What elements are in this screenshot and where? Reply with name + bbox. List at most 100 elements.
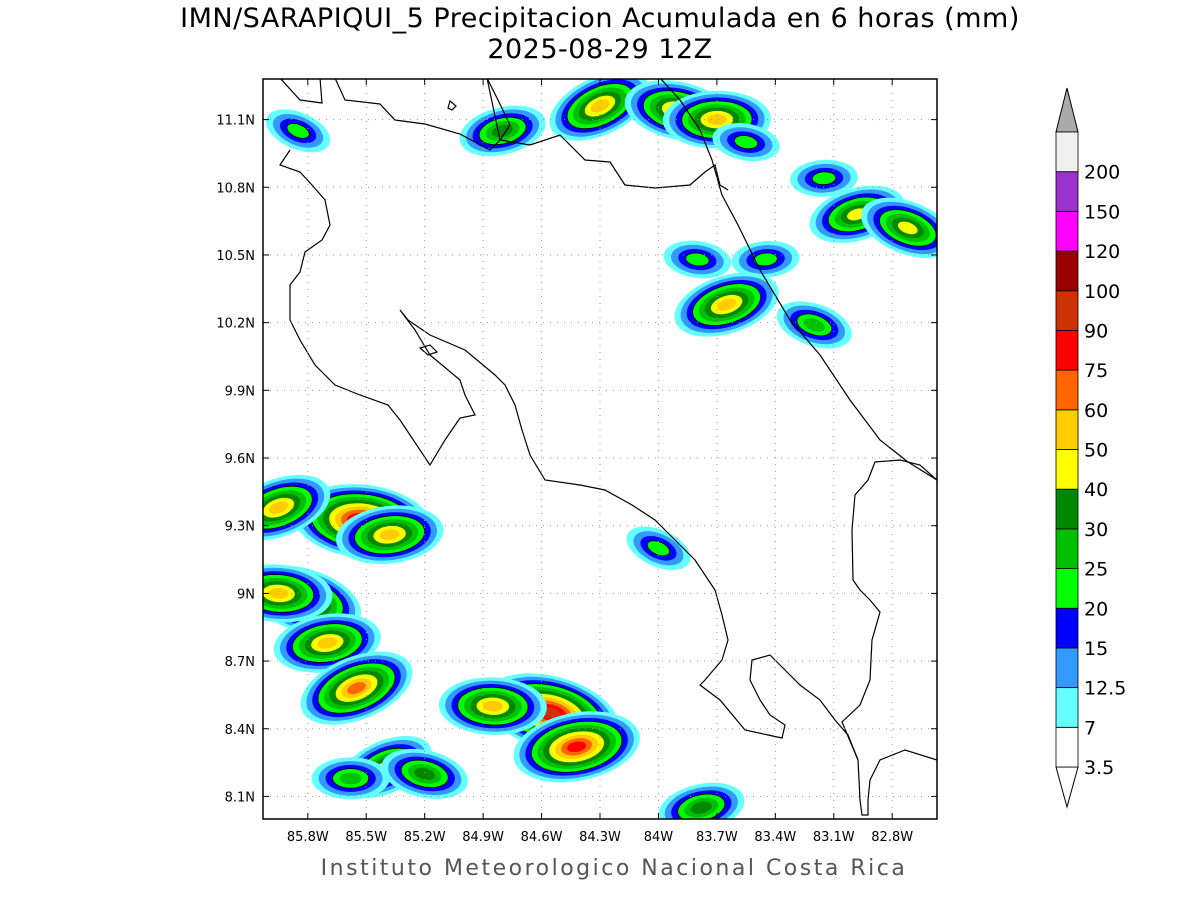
contour-level: [685, 252, 710, 267]
contour-level: [347, 682, 366, 695]
x-tick-label: 83.4W: [754, 830, 796, 845]
colorbar-label: 75: [1084, 360, 1108, 382]
x-tick-label: 85.2W: [404, 830, 446, 845]
colorbar-label: 120: [1084, 241, 1120, 263]
colorbar-label: 40: [1084, 479, 1108, 501]
colorbar-swatch: [1055, 449, 1079, 490]
precip-cell: [381, 748, 468, 799]
colorbar-label: 60: [1084, 400, 1108, 422]
colorbar-label: 90: [1084, 320, 1108, 342]
colorbar-swatch: [1055, 687, 1079, 728]
colorbar-swatch: [1055, 409, 1079, 450]
x-tick-label: 84.9W: [462, 830, 504, 845]
precip-cell: [663, 240, 732, 279]
y-tick-label: 9N: [237, 587, 255, 602]
y-axis: 11.1N 10.8N 10.5N 10.2N 9.9N 9.6N 9.3N 9N 8.7N 8.…: [216, 114, 937, 805]
y-tick-label: 10.5N: [216, 249, 255, 264]
y-tick-label: 9.3N: [225, 520, 255, 535]
contour-level: [803, 318, 825, 332]
precip-cell: [263, 564, 333, 623]
x-tick-label: 82.8W: [871, 830, 913, 845]
colorbar-swatch: [1055, 171, 1079, 212]
contour-level: [268, 501, 289, 514]
colorbar-label: 25: [1084, 559, 1108, 581]
contour-level: [542, 707, 561, 719]
x-axis: 85.8W 85.5W 85.2W 84.9W 84.6W 84.3W 84W 83.7W 83…: [287, 79, 913, 845]
precip-cell: [861, 197, 937, 259]
colorbar-swatch: [1055, 528, 1079, 569]
colorbar-swatch: [1055, 568, 1079, 609]
precip-cell: [658, 782, 745, 819]
colorbar-label: 200: [1084, 162, 1120, 184]
y-tick-label: 8.1N: [225, 790, 255, 805]
contour-level: [690, 801, 712, 814]
contour-level: [286, 122, 310, 139]
x-tick-label: 85.8W: [287, 830, 329, 845]
precip-cell: [335, 505, 444, 565]
contour-level: [482, 700, 503, 712]
colorbar-label: 12.5: [1084, 678, 1126, 700]
colorbar-label: 30: [1084, 519, 1108, 541]
colorbar-under-arrow: [1055, 766, 1079, 809]
x-tick-label: 84.6W: [521, 830, 563, 845]
nicaragua-coast: [280, 79, 323, 104]
colorbar-swatch: [1055, 210, 1079, 252]
x-tick-label: 84.3W: [579, 830, 621, 845]
contour-level: [379, 529, 400, 541]
contour-level: [567, 741, 587, 753]
footer-credit: Instituto Meteorologico Nacional Costa R…: [320, 856, 908, 881]
precip-cell: [776, 301, 852, 349]
colorbar-swatch: [1055, 250, 1079, 292]
colorbar-over-arrow: [1055, 87, 1079, 133]
y-tick-label: 8.7N: [225, 655, 255, 670]
colorbar-swatch: [1055, 647, 1079, 689]
precip-cell: [311, 757, 390, 800]
san-juan-river-border: [486, 79, 729, 191]
colorbar-swatch: [1055, 369, 1079, 411]
contour-level: [897, 221, 918, 235]
y-tick-label: 9.6N: [225, 452, 255, 467]
map-title: IMN/SARAPIQUI_5 Precipitacion Acumulada …: [180, 3, 1020, 34]
y-tick-label: 10.2N: [216, 317, 255, 332]
lake-island: [447, 99, 457, 111]
x-tick-label: 85.5W: [345, 830, 387, 845]
precip-cell: [263, 474, 331, 541]
colorbar-label: 100: [1084, 281, 1120, 303]
colorbar-label: 3.5: [1084, 757, 1114, 779]
y-tick-label: 9.9N: [225, 384, 255, 399]
precip-cell: [438, 677, 547, 736]
precip-cell: [549, 79, 651, 141]
lake-nicaragua-shore: [334, 79, 511, 151]
contour-level: [590, 99, 610, 113]
contour-level: [706, 114, 727, 126]
precip-cell: [265, 109, 331, 153]
precip-cell: [790, 159, 858, 197]
precip-cell: [300, 651, 413, 725]
colorbar-swatch: [1055, 131, 1079, 173]
colorbar-label: 150: [1084, 201, 1120, 223]
contour-level: [753, 252, 778, 267]
precipitation-layer: [263, 79, 937, 819]
precip-cell: [674, 272, 779, 337]
nicoya-pacific-coast: [279, 149, 937, 816]
colorbar-swatch: [1055, 290, 1079, 331]
map-grid: [263, 79, 937, 819]
precip-cell: [513, 711, 640, 783]
colorbar-swatch: [1055, 726, 1079, 768]
x-tick-label: 83.1W: [813, 830, 855, 845]
contour-level: [811, 171, 837, 186]
contour-level: [716, 298, 737, 311]
x-tick-label: 83.7W: [696, 830, 738, 845]
colorbar-swatch: [1055, 330, 1079, 371]
nicoya-gulf-island: [418, 344, 439, 356]
precip-cell: [712, 123, 780, 162]
contour-level: [317, 637, 338, 649]
panama-border: [841, 459, 937, 761]
contour-level: [734, 135, 759, 150]
colorbar-label: 7: [1084, 717, 1096, 739]
contour-level: [339, 772, 362, 785]
coastlines-layer: [279, 79, 937, 816]
color-legend: 3.5 7 12.5 15 20 25 30 40 50 60 75 90 100 120 150 200: [1055, 87, 1126, 809]
caribbean-coast: [660, 79, 937, 481]
